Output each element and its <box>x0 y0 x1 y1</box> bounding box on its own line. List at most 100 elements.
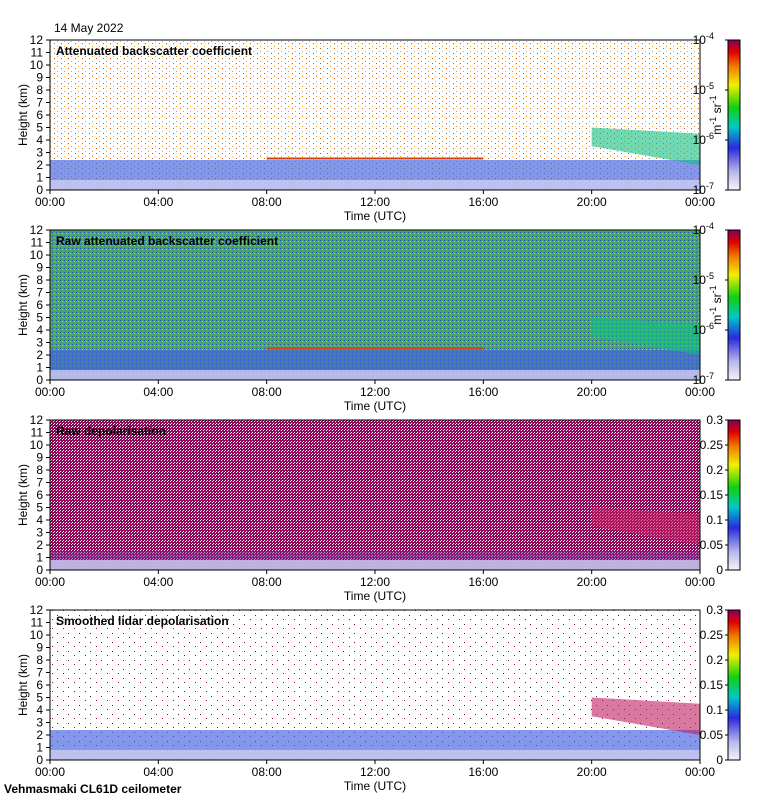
x-tick-label: 04:00 <box>143 195 173 209</box>
y-axis-label: Height (km) <box>16 464 30 526</box>
x-tick-label: 00:00 <box>35 385 65 399</box>
y-tick-label: 5 <box>36 691 43 705</box>
panel-title: Attenuated backscatter coefficient <box>56 44 252 58</box>
y-tick-label: 12 <box>30 223 44 237</box>
y-tick-label: 5 <box>36 311 43 325</box>
x-tick-label: 16:00 <box>468 195 498 209</box>
colorbar-tick-label: 0.3 <box>706 413 723 427</box>
colorbar-tick-label: 0.15 <box>700 678 724 692</box>
y-axis-label: Height (km) <box>16 274 30 336</box>
y-tick-label: 6 <box>36 678 43 692</box>
colorbar <box>727 419 741 571</box>
x-tick-label: 20:00 <box>577 195 607 209</box>
signal-texture <box>50 420 700 570</box>
panel-title: Raw attenuated backscatter coefficient <box>56 234 278 248</box>
y-tick-label: 2 <box>36 728 43 742</box>
colorbar-tick-label: 10-4 <box>693 31 714 47</box>
y-tick-label: 7 <box>36 666 43 680</box>
x-tick-label: 16:00 <box>468 575 498 589</box>
y-tick-label: 5 <box>36 501 43 515</box>
y-tick-label: 12 <box>30 413 44 427</box>
y-tick-label: 8 <box>36 653 43 667</box>
colorbar-tick-label: 10-4 <box>693 221 714 237</box>
y-tick-label: 3 <box>36 336 43 350</box>
x-tick-label: 00:00 <box>35 765 65 779</box>
colorbar-tick-label: 0 <box>716 563 723 577</box>
y-tick-label: 10 <box>30 438 44 452</box>
x-tick-label: 08:00 <box>252 575 282 589</box>
colorbar-unit: m-1 sr-1 <box>708 95 724 134</box>
y-tick-label: 2 <box>36 348 43 362</box>
aerosol-plume <box>591 127 700 165</box>
y-tick-label: 10 <box>30 58 44 72</box>
x-axis-label: Time (UTC) <box>344 779 406 793</box>
aerosol-plume <box>591 697 700 735</box>
colorbar-tick-label: 0.1 <box>706 703 723 717</box>
y-tick-label: 0 <box>36 753 43 767</box>
colorbar-tick-label: 0.1 <box>706 513 723 527</box>
y-tick-label: 4 <box>36 703 43 717</box>
y-tick-label: 2 <box>36 538 43 552</box>
x-axis-label: Time (UTC) <box>344 209 406 223</box>
colorbar-tick-label: 0.3 <box>706 603 723 617</box>
x-tick-label: 00:00 <box>35 575 65 589</box>
panel-3: Raw depolarisation0123456789101112Height… <box>16 413 741 603</box>
panel-title: Smoothed lidar depolarisation <box>56 614 229 628</box>
y-tick-label: 0 <box>36 563 43 577</box>
x-tick-label: 16:00 <box>468 385 498 399</box>
y-tick-label: 7 <box>36 476 43 490</box>
y-axis-label: Height (km) <box>16 84 30 146</box>
y-tick-label: 8 <box>36 273 43 287</box>
y-tick-label: 9 <box>36 451 43 465</box>
y-tick-label: 1 <box>36 741 43 755</box>
colorbar-tick-label: 0.2 <box>706 463 723 477</box>
cloud-layer <box>266 347 484 350</box>
colorbar-tick-label: 0.25 <box>700 438 724 452</box>
y-tick-label: 1 <box>36 551 43 565</box>
colorbar <box>727 39 741 191</box>
colorbar-tick-label: 0.05 <box>700 538 724 552</box>
y-tick-label: 3 <box>36 146 43 160</box>
y-tick-label: 6 <box>36 108 43 122</box>
y-tick-label: 9 <box>36 261 43 275</box>
y-tick-label: 8 <box>36 83 43 97</box>
x-tick-label: 12:00 <box>360 765 390 779</box>
y-tick-label: 11 <box>31 616 44 630</box>
cloud-layer <box>266 157 484 160</box>
y-tick-label: 3 <box>36 716 43 730</box>
footer-label: Vehmasmaki CL61D ceilometer <box>4 782 182 796</box>
y-tick-label: 5 <box>36 121 43 135</box>
x-axis-label: Time (UTC) <box>344 589 406 603</box>
x-tick-label: 16:00 <box>468 765 498 779</box>
y-tick-label: 4 <box>36 513 43 527</box>
y-tick-label: 6 <box>36 488 43 502</box>
x-tick-label: 00:00 <box>685 195 715 209</box>
colorbar <box>727 609 741 761</box>
panel-title: Raw depolarisation <box>56 424 166 438</box>
y-tick-label: 4 <box>36 133 43 147</box>
panel-1: Attenuated backscatter coefficient012345… <box>16 31 741 223</box>
x-tick-label: 04:00 <box>143 575 173 589</box>
y-tick-label: 9 <box>36 641 43 655</box>
aerosol-plume <box>591 317 700 355</box>
colorbar-tick-label: 0.05 <box>700 728 724 742</box>
y-tick-label: 10 <box>30 248 44 262</box>
near-surface-layer <box>50 370 700 380</box>
y-tick-label: 8 <box>36 463 43 477</box>
x-tick-label: 08:00 <box>252 385 282 399</box>
colorbar-tick-label: 0.15 <box>700 488 724 502</box>
x-tick-label: 00:00 <box>685 575 715 589</box>
aerosol-plume <box>591 507 700 545</box>
y-tick-label: 0 <box>36 373 43 387</box>
x-tick-label: 00:00 <box>685 385 715 399</box>
y-tick-label: 12 <box>30 603 44 617</box>
y-tick-label: 3 <box>36 526 43 540</box>
date-label: 14 May 2022 <box>54 21 124 35</box>
y-tick-label: 1 <box>36 171 43 185</box>
x-tick-label: 20:00 <box>577 765 607 779</box>
x-tick-label: 00:00 <box>35 195 65 209</box>
y-tick-label: 7 <box>36 286 43 300</box>
y-tick-label: 2 <box>36 158 43 172</box>
colorbar <box>727 229 741 381</box>
